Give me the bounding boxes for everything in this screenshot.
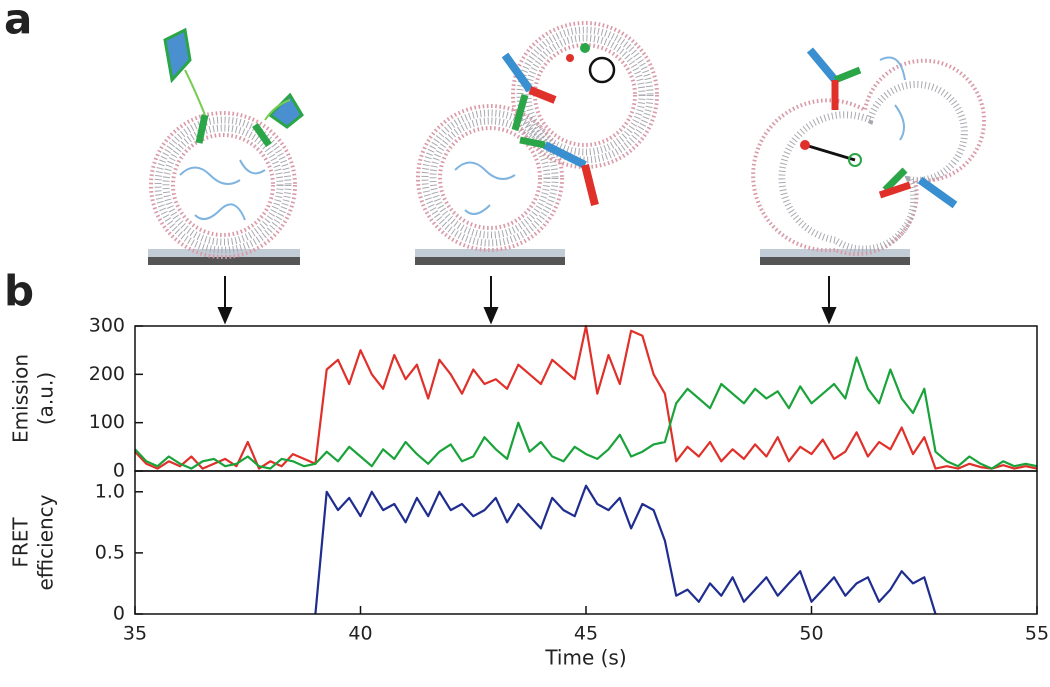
bilayer [438, 126, 542, 230]
bilayer [421, 109, 559, 247]
y-tick-label: 0.5 [95, 541, 125, 563]
y-axis-label: Emission [9, 354, 33, 443]
bilayer [171, 133, 275, 237]
protein [511, 94, 546, 149]
protein [833, 66, 908, 193]
arrow-head [483, 307, 499, 325]
arrow-head [821, 307, 837, 325]
y-tick-label: 1.0 [95, 480, 125, 502]
surface-coating [760, 249, 910, 257]
protein [195, 114, 272, 148]
surface [148, 257, 300, 265]
y-tick-label: 200 [89, 363, 125, 385]
arrows [217, 276, 837, 325]
protein [831, 80, 912, 199]
bilayer [149, 111, 297, 259]
vesicle-illustration [148, 27, 304, 265]
probe [588, 56, 616, 84]
dye [580, 43, 590, 53]
x-tick-label: 40 [348, 623, 372, 645]
x-tick-label: 50 [799, 623, 823, 645]
y-tick-label: 100 [89, 411, 125, 433]
panel-label: a [4, 0, 32, 44]
surface-coating [148, 249, 300, 257]
series-line [134, 356, 1038, 470]
bilayer [511, 21, 659, 169]
x-tick-label: 35 [123, 623, 147, 645]
y-tick-label: 0 [113, 603, 125, 625]
arrow-head [217, 307, 233, 325]
linker [184, 69, 291, 121]
x-axis-label: Time (s) [544, 646, 626, 670]
strand [454, 161, 516, 215]
dye [848, 153, 862, 167]
plot-frame [134, 470, 1038, 615]
dye [800, 140, 810, 150]
bilayer [154, 116, 292, 254]
vesicle-illustration [415, 21, 659, 265]
strand [179, 159, 266, 221]
bilayer [778, 80, 968, 253]
y-axis-label: efficiency [34, 494, 58, 590]
y-axis-label: (a.u.) [34, 372, 58, 425]
bilayer [162, 124, 284, 246]
bilayer [524, 34, 646, 156]
x-tick-label: 45 [574, 623, 598, 645]
y-tick-label: 0 [113, 460, 125, 482]
surface [760, 257, 910, 265]
protein [163, 27, 304, 129]
series-line [314, 484, 937, 615]
surface [415, 257, 565, 265]
panel-label: b [4, 267, 34, 316]
strand [879, 56, 906, 141]
y-axis-label: FRET [9, 517, 33, 568]
surface-coating [415, 249, 565, 257]
x-tick-label: 55 [1025, 623, 1049, 645]
protein [501, 52, 587, 169]
vesicle-illustration [751, 47, 987, 265]
y-tick-label: 300 [89, 315, 125, 337]
dye [566, 54, 574, 62]
protein [528, 86, 599, 206]
protein [806, 47, 958, 209]
probe [804, 143, 856, 162]
bilayer [429, 117, 551, 239]
bilayer [516, 26, 654, 164]
bilayer [416, 104, 564, 252]
